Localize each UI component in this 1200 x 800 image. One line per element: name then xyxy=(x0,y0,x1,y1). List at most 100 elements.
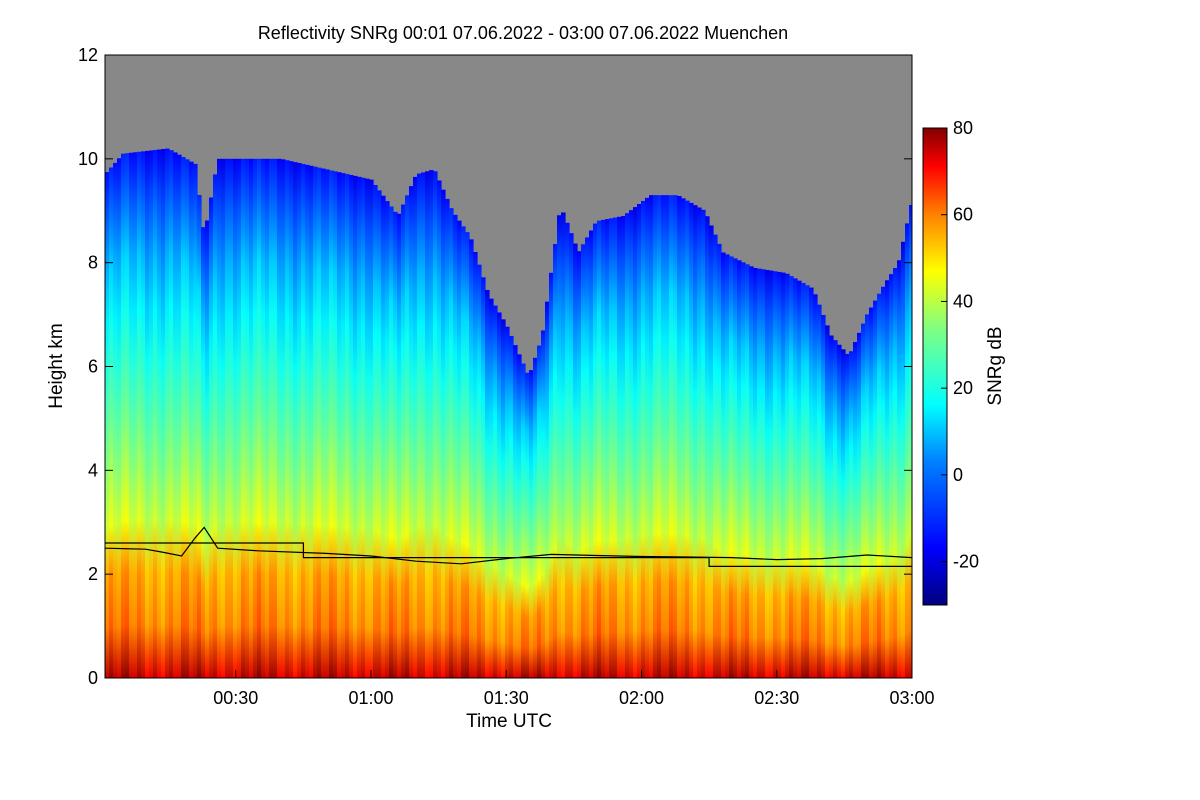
heatmap-column xyxy=(593,223,598,678)
heatmap-column xyxy=(117,158,122,678)
heatmap-column xyxy=(493,305,498,678)
heatmap-column xyxy=(337,172,342,678)
heatmap-column xyxy=(773,271,778,678)
heatmap-column xyxy=(513,345,518,678)
heatmap-column xyxy=(869,307,874,678)
colorbar-tick-label: 0 xyxy=(953,465,963,485)
heatmap-column xyxy=(277,158,282,678)
heatmap-column xyxy=(705,216,710,678)
heatmap-column xyxy=(369,179,374,678)
heatmap-column xyxy=(225,158,230,678)
heatmap-column xyxy=(605,219,610,678)
heatmap-column xyxy=(805,285,810,678)
heatmap-column xyxy=(273,158,278,678)
heatmap-column xyxy=(449,208,454,678)
heatmap-column xyxy=(645,197,650,678)
heatmap-column xyxy=(109,167,114,678)
x-tick-label: 01:00 xyxy=(348,688,393,708)
heatmap-column xyxy=(437,180,442,678)
heatmap-column xyxy=(409,186,414,678)
heatmap-column xyxy=(325,169,330,678)
heatmap-column xyxy=(609,218,614,678)
heatmap-column xyxy=(173,152,178,678)
heatmap-column xyxy=(365,178,370,678)
colorbar-tick-label: 80 xyxy=(953,118,973,138)
x-axis-ticks: 00:30 01:00 01:30 02:00 02:30 03:00 xyxy=(213,670,935,708)
heatmap-column xyxy=(529,370,534,678)
heatmap-column xyxy=(453,214,458,678)
heatmap-column xyxy=(241,158,246,678)
heatmap-column xyxy=(721,252,726,678)
heatmap-column xyxy=(293,162,298,678)
heatmap-column xyxy=(901,241,906,678)
heatmap-column xyxy=(445,198,450,678)
heatmap-column xyxy=(477,264,482,678)
heatmap-column xyxy=(313,166,318,678)
heatmap-column xyxy=(841,349,846,678)
heatmap-column xyxy=(509,335,514,678)
freezing-level-line xyxy=(105,542,912,567)
heatmap-column xyxy=(801,282,806,678)
heatmap-column xyxy=(153,149,158,678)
heatmap-column xyxy=(309,165,314,678)
heatmap-column xyxy=(533,357,538,678)
heatmap-column xyxy=(161,149,166,678)
heatmap-column xyxy=(393,211,398,678)
x-tick-label: 02:30 xyxy=(754,688,799,708)
heatmap-column xyxy=(745,264,750,678)
heatmap-column xyxy=(885,280,890,678)
heatmap-column xyxy=(505,326,510,678)
heatmap-column xyxy=(345,174,350,678)
y-tick-label: 6 xyxy=(88,357,98,377)
heatmap-column xyxy=(213,174,218,678)
heatmap-column xyxy=(133,152,138,678)
heatmap-column xyxy=(673,195,678,678)
heatmap-column xyxy=(757,268,762,678)
heatmap-column xyxy=(341,173,346,678)
heatmap-column xyxy=(181,157,186,678)
heatmap-column xyxy=(717,243,722,678)
heatmap-column xyxy=(185,159,190,678)
colorbar-tick-label: -20 xyxy=(953,552,979,572)
colorbar-gradient xyxy=(922,127,948,606)
heatmap-column xyxy=(701,209,706,678)
heatmap-column xyxy=(545,301,550,678)
heatmap-column xyxy=(725,254,730,678)
heatmap-column xyxy=(877,293,882,678)
heatmap-column xyxy=(749,266,754,678)
heatmap-column xyxy=(713,234,718,678)
heatmap-column xyxy=(817,304,822,678)
heatmap-column xyxy=(265,158,270,678)
heatmap-column xyxy=(169,150,174,678)
heatmap-column xyxy=(525,372,530,678)
heatmap-column xyxy=(777,271,782,678)
heatmap-column xyxy=(401,204,406,678)
heatmap-column xyxy=(729,256,734,678)
heatmap-column xyxy=(793,278,798,678)
y-tick-label: 12 xyxy=(78,45,98,65)
colorbar-tick-label: 20 xyxy=(953,378,973,398)
heatmap-column xyxy=(269,158,274,678)
heatmap-column xyxy=(165,148,170,678)
heatmap-column xyxy=(373,184,378,678)
heatmap-column xyxy=(797,280,802,678)
heatmap-column xyxy=(825,325,830,678)
heatmap-column xyxy=(157,149,162,678)
heatmap-column xyxy=(233,158,238,678)
heatmap-column xyxy=(581,244,586,678)
x-axis-label: Time UTC xyxy=(466,711,552,732)
heatmap-column xyxy=(417,173,422,678)
heatmap-column xyxy=(481,277,486,678)
heatmap-column xyxy=(893,268,898,678)
heatmap-column xyxy=(229,158,234,678)
heatmap-column xyxy=(681,198,686,678)
heatmap-column xyxy=(301,163,306,678)
heatmap-column xyxy=(853,342,858,678)
heatmap-column xyxy=(177,154,182,678)
heatmap-column xyxy=(425,171,430,678)
heatmap-column xyxy=(909,204,912,678)
x-tick-label: 00:30 xyxy=(213,688,258,708)
heatmap-column xyxy=(889,274,894,678)
heatmap-column xyxy=(549,272,554,678)
